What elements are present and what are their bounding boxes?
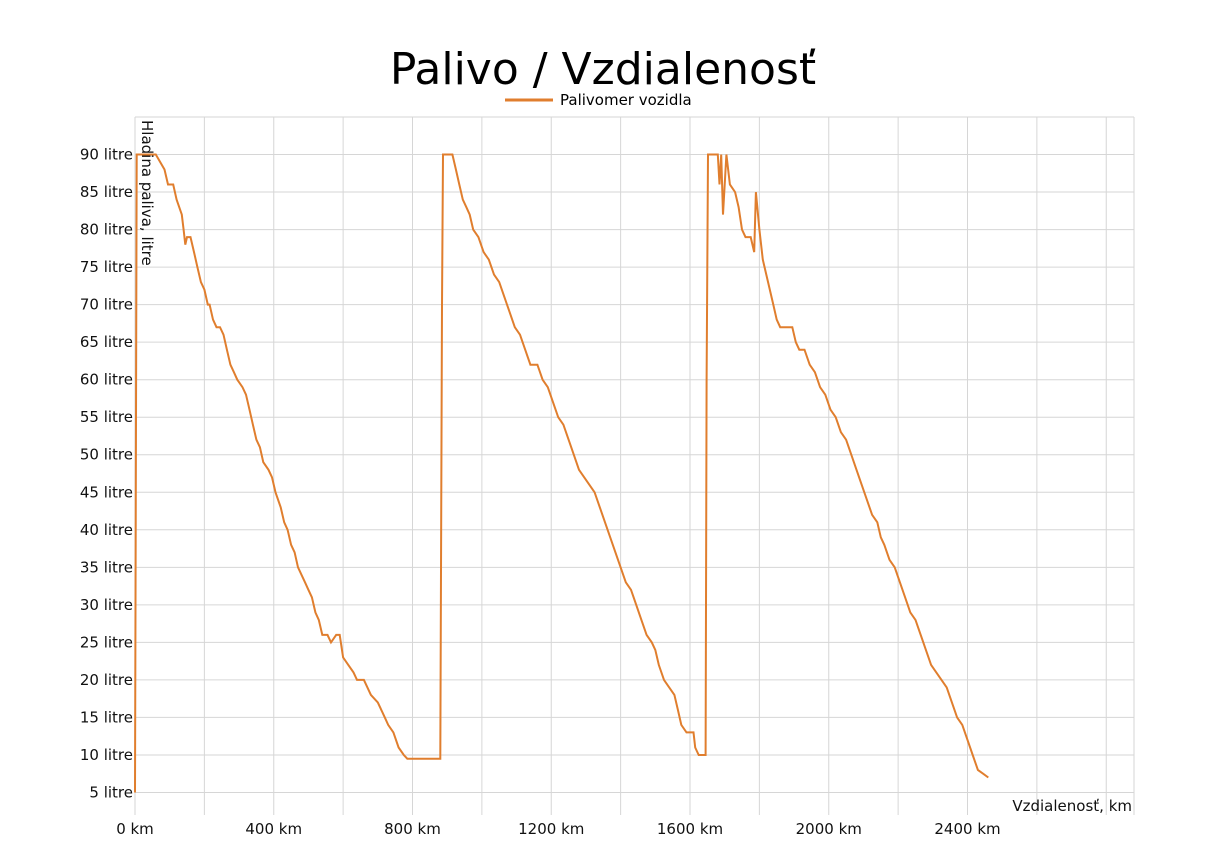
x-tick-labels: 0 km 400 km 800 km 1200 km 1600 km 2000 km 240… [116, 820, 1000, 838]
y-tick-label: 20 litre [80, 671, 133, 689]
y-tick-label: 70 litre [80, 296, 133, 314]
y-grid [135, 116, 1134, 793]
y-tick-label: 80 litre [80, 221, 133, 239]
chart-title: Palivo / Vzdialenosť [390, 44, 816, 95]
y-tick-label: 65 litre [80, 333, 133, 351]
x-tick-label: 1200 km [518, 820, 584, 838]
x-tick-label: 800 km [384, 820, 441, 838]
y-tick-label: 35 litre [80, 558, 133, 576]
y-axis-label: Hladina paliva, litre [138, 120, 156, 266]
x-grid [134, 117, 1135, 815]
y-tick-label: 40 litre [80, 521, 133, 539]
x-tick-label: 2000 km [796, 820, 862, 838]
y-tick-label: 85 litre [80, 183, 133, 201]
x-tick-label: 1600 km [657, 820, 723, 838]
series-line-fuel-gauge [134, 153, 989, 793]
y-tick-label: 50 litre [80, 446, 133, 464]
y-tick-label: 30 litre [80, 596, 133, 614]
x-tick-label: 0 km [116, 820, 154, 838]
y-tick-label: 75 litre [80, 258, 133, 276]
y-tick-label: 25 litre [80, 633, 133, 651]
y-tick-label: 15 litre [80, 708, 133, 726]
y-tick-labels: 5 litre 10 litre 15 litre 20 litre 25 litre 3… [80, 146, 133, 802]
x-axis-label: Vzdialenosť, km [1012, 797, 1132, 815]
y-tick-label: 45 litre [80, 483, 133, 501]
legend: Palivomer vozidla [505, 91, 692, 109]
y-tick-label: 60 litre [80, 371, 133, 389]
legend-label: Palivomer vozidla [560, 91, 692, 109]
y-tick-label: 5 litre [89, 783, 133, 801]
y-tick-label: 90 litre [80, 146, 133, 164]
y-tick-label: 10 litre [80, 746, 133, 764]
x-tick-label: 400 km [245, 820, 302, 838]
x-tick-label: 2400 km [934, 820, 1000, 838]
y-tick-label: 55 litre [80, 408, 133, 426]
